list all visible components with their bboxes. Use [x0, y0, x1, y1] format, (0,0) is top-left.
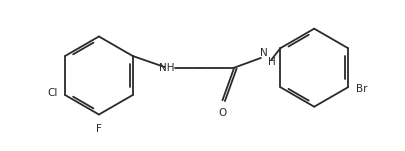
Text: Br: Br — [355, 84, 367, 94]
Text: Cl: Cl — [47, 88, 57, 98]
Text: NH: NH — [158, 63, 174, 73]
Text: N: N — [259, 48, 266, 58]
Text: H: H — [267, 57, 275, 67]
Text: O: O — [218, 108, 226, 118]
Text: F: F — [96, 124, 102, 134]
